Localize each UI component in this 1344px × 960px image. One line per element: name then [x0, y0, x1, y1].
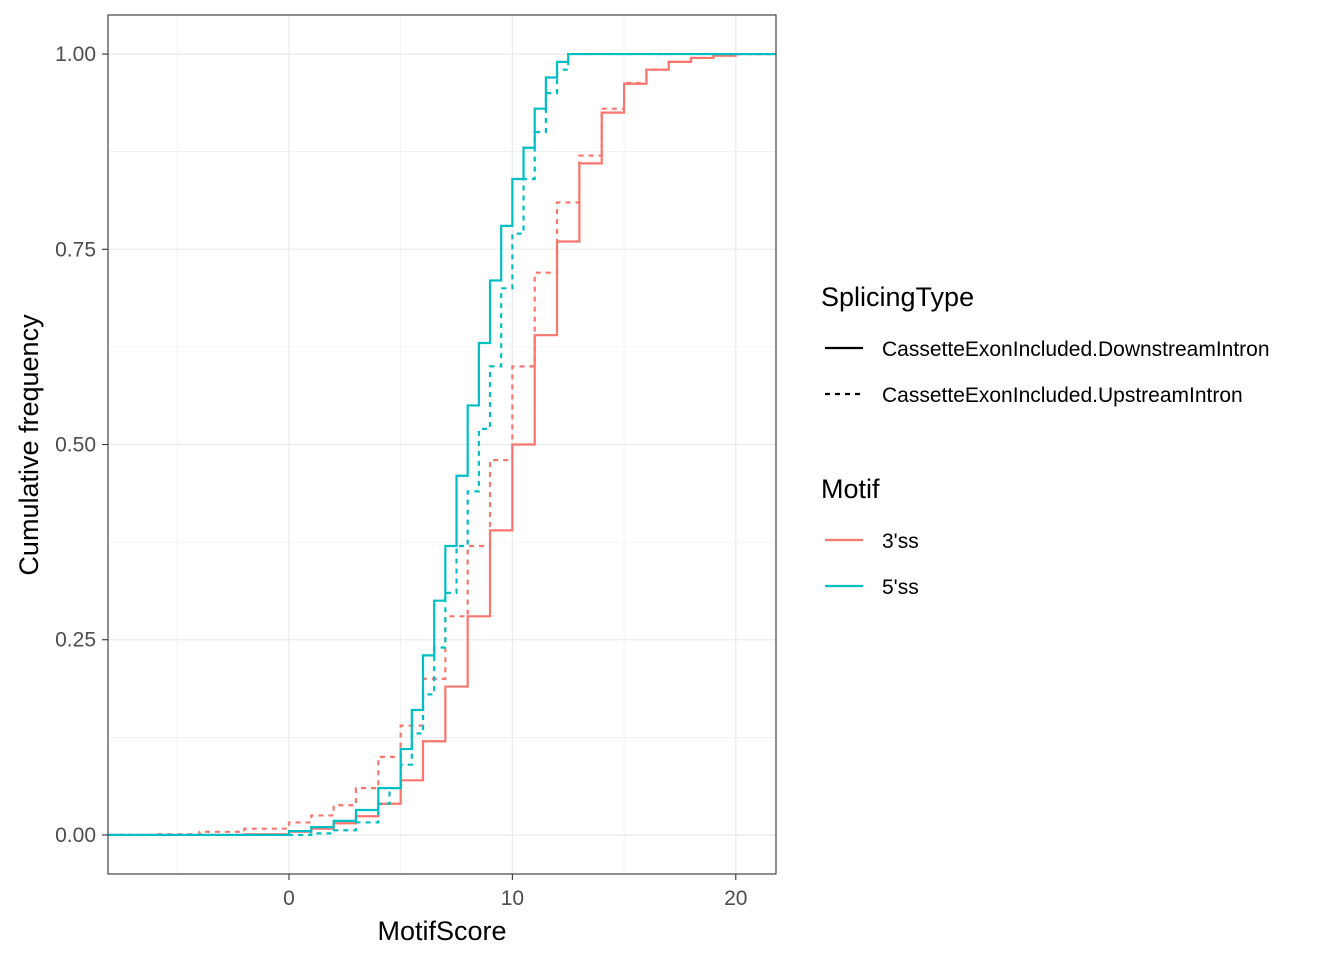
y-tick-label: 0.25	[55, 629, 96, 652]
x-tick-label: 10	[501, 887, 524, 910]
legend-title-motif: Motif	[821, 474, 880, 504]
series-line-3ss-downstream	[108, 52, 776, 837]
legend-title-splicingtype: SplicingType	[821, 282, 974, 312]
x-tick-label: 20	[724, 887, 747, 910]
series-line-5ss-downstream	[108, 52, 776, 837]
legend-label-upstream: CassetteExonIncluded.UpstreamIntron	[882, 384, 1243, 407]
legend-label-5ss: 5'ss	[882, 576, 919, 599]
y-tick-label: 1.00	[55, 43, 96, 66]
y-axis-title: Cumulative frequency	[14, 314, 44, 576]
legend: SplicingType CassetteExonIncluded.Downst…	[821, 282, 1270, 599]
series-line-3ss-upstream	[108, 52, 776, 837]
x-tick-label: 0	[283, 887, 295, 910]
plot-lines	[108, 52, 776, 837]
legend-label-3ss: 3'ss	[882, 530, 919, 553]
x-axis-title: MotifScore	[377, 916, 506, 946]
y-axis: 0.00 0.25 0.50 0.75 1.00	[55, 43, 108, 847]
series-line-5ss-upstream	[108, 52, 776, 837]
y-tick-label: 0.00	[55, 824, 96, 847]
legend-label-downstream: CassetteExonIncluded.DownstreamIntron	[882, 338, 1270, 361]
y-tick-label: 0.50	[55, 434, 96, 457]
y-tick-label: 0.75	[55, 238, 96, 261]
x-axis: 0 10 20	[283, 874, 747, 910]
